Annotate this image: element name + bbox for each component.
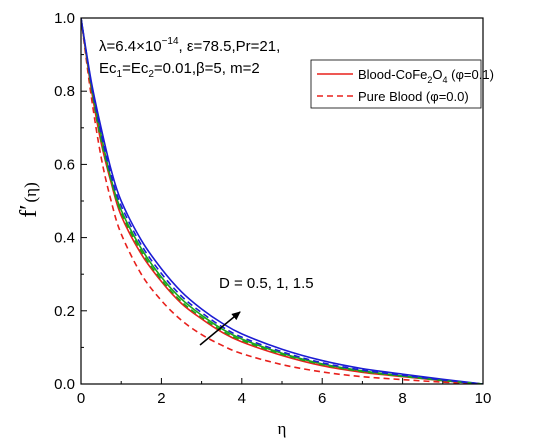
y-axis-title-arg: (η) xyxy=(21,182,40,202)
legend-label-1-sub2: 4 xyxy=(443,75,448,85)
y-tick-label: 0.2 xyxy=(54,303,75,320)
y-tick-label: 0.8 xyxy=(54,83,75,100)
params-line-2-sub1: 1 xyxy=(117,69,123,80)
series-line-dashed-3 xyxy=(81,18,483,384)
legend-label-1-post: (φ=0.1) xyxy=(448,67,494,82)
series-line-dashed-4 xyxy=(81,18,483,384)
params-line-2: Ec1=Ec2=0.01,β=5, m=2 xyxy=(99,60,260,80)
params-line-2-a: Ec xyxy=(99,60,117,77)
series-line-dashed-5 xyxy=(81,18,483,384)
params-line-1-post: , ε=78.5,Pr=21, xyxy=(179,38,281,55)
ticks-layer: 0 2 4 6 8 10 0.0 0.2 0.4 0.6 0.8 1.0 xyxy=(54,10,491,407)
params-line-2-sub2: 2 xyxy=(148,69,154,80)
legend-box xyxy=(310,59,482,109)
params-line-2-b: =Ec xyxy=(122,60,149,77)
y-tick-label: 0.6 xyxy=(54,156,75,173)
params-line-1: λ=6.4×10−14, ε=78.5,Pr=21, xyxy=(99,36,280,55)
params-line-1-pre: λ=6.4×10 xyxy=(99,38,162,55)
legend-label-1-mid: O xyxy=(432,67,442,82)
x-tick-label: 8 xyxy=(398,390,406,407)
arrow-label: D = 0.5, 1, 1.5 xyxy=(219,275,314,292)
x-tick-label: 4 xyxy=(238,390,246,407)
legend: Blood-CoFe2O4 (φ=0.1) Pure Blood (φ=0.0) xyxy=(310,59,494,109)
legend-label-1-pre: Blood-CoFe xyxy=(358,67,427,82)
y-tick-label: 1.0 xyxy=(54,10,75,27)
legend-label-1-sub: 2 xyxy=(427,75,432,85)
y-axis-title-prime: ′ xyxy=(16,204,42,209)
x-axis-title: η xyxy=(278,419,287,438)
y-axis-title-main: f xyxy=(16,210,42,218)
params-line-2-c: =0.01,β=5, m=2 xyxy=(154,60,260,77)
legend-label-pure-blood: Pure Blood (φ=0.0) xyxy=(358,89,469,104)
y-tick-label: 0.4 xyxy=(54,230,75,247)
series-line-solid-2 xyxy=(81,18,483,384)
series-layer xyxy=(81,18,483,384)
x-tick-label: 6 xyxy=(318,390,326,407)
x-tick-label: 0 xyxy=(77,390,85,407)
legend-label-blood-cofe2o4: Blood-CoFe2O4 (φ=0.1) xyxy=(358,67,494,85)
y-tick-label: 0.0 xyxy=(54,376,75,393)
x-tick-label: 2 xyxy=(157,390,165,407)
params-line-1-sup: −14 xyxy=(162,36,179,47)
trend-arrow xyxy=(199,311,241,346)
y-axis-title: f′ (η) xyxy=(16,182,42,217)
x-tick-label: 10 xyxy=(475,390,492,407)
